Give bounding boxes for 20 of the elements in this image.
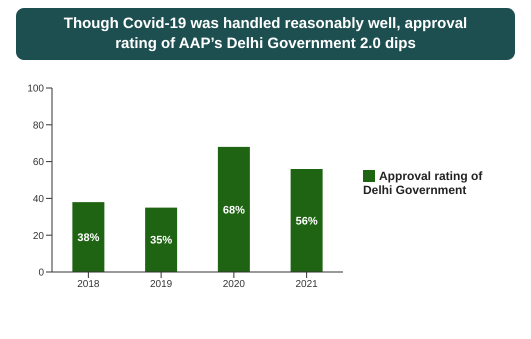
y-tick-label: 100 — [27, 84, 44, 95]
y-tick-label: 20 — [32, 230, 44, 242]
bar — [72, 202, 104, 272]
y-tick-label: 40 — [32, 194, 44, 205]
x-tick-label: 2021 — [296, 279, 318, 290]
data-label: 35% — [150, 234, 172, 247]
x-tick-label: 2019 — [150, 279, 173, 290]
y-tick-label: 60 — [32, 157, 44, 168]
bar — [290, 168, 323, 272]
data-label: 68% — [222, 204, 246, 216]
x-tick-label: 2018 — [77, 279, 100, 290]
y-tick-label: 0 — [38, 268, 44, 279]
chart-title: Though Covid-19 was handled reasonably well, approval rating of AAP’s Delhi Government 2.0 dips — [64, 15, 468, 52]
x-tick-label: 2020 — [222, 279, 246, 290]
legend-label: Approval rating of Delhi Government — [363, 168, 482, 196]
bar — [145, 208, 178, 272]
data-label: 56% — [296, 215, 318, 228]
y-tick-label: 80 — [32, 120, 44, 132]
bar — [218, 146, 250, 272]
data-label: 38% — [77, 232, 100, 244]
